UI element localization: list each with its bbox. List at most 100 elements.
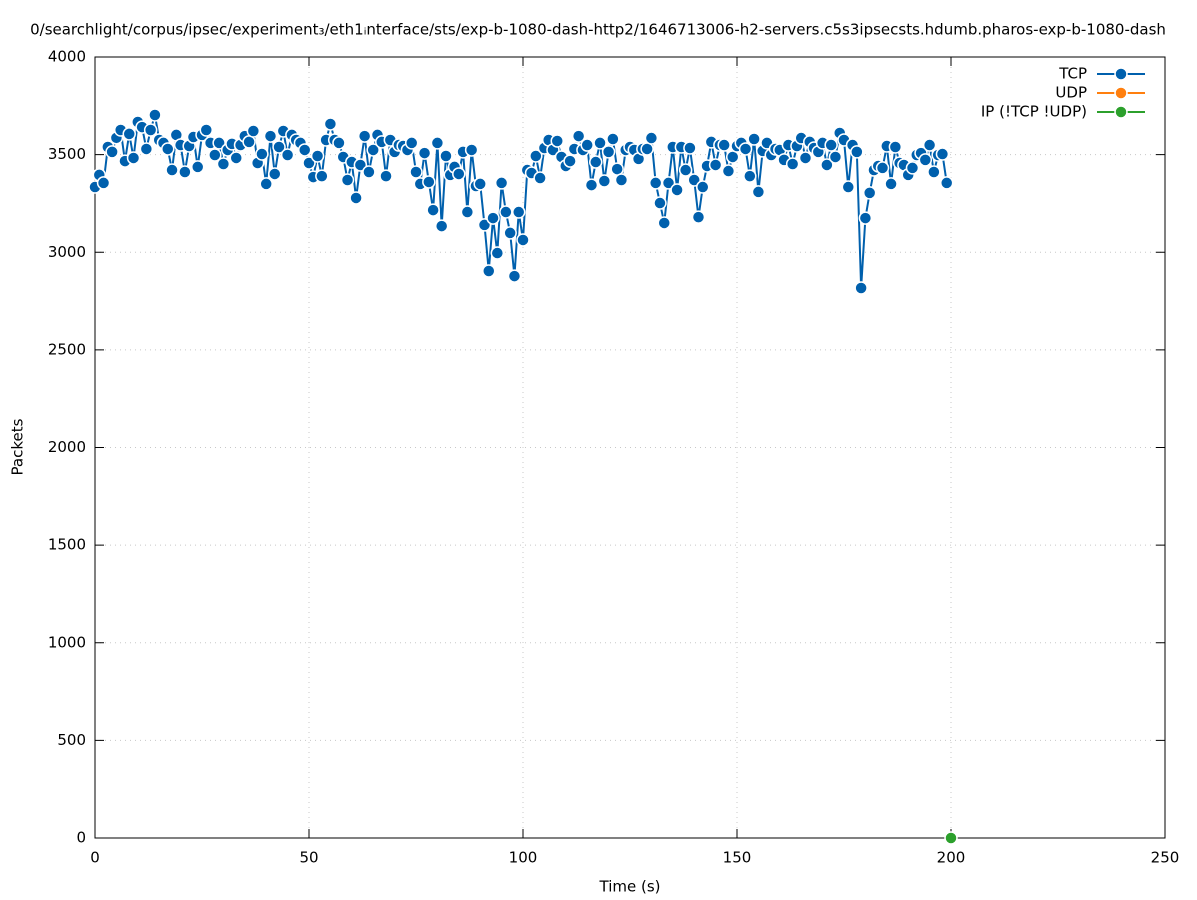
- data-point: [323, 117, 338, 131]
- data-point: [944, 831, 958, 845]
- y-tick-label: 3000: [48, 243, 86, 261]
- data-point: [597, 174, 612, 188]
- data-point: [259, 177, 273, 191]
- data-point: [486, 211, 500, 225]
- data-point: [362, 165, 376, 179]
- data-point: [404, 136, 419, 150]
- data-point: [494, 176, 509, 190]
- data-point: [580, 138, 594, 152]
- data-point: [850, 145, 864, 159]
- data-point: [670, 183, 684, 197]
- data-point: [503, 226, 517, 240]
- data-point: [516, 233, 530, 247]
- data-point: [434, 219, 449, 233]
- x-tick-label: 250: [1151, 849, 1180, 867]
- data-point: [229, 151, 243, 165]
- data-point: [122, 127, 136, 141]
- data-point: [858, 211, 873, 225]
- data-point: [490, 246, 505, 260]
- data-point: [691, 210, 706, 224]
- data-point: [310, 149, 325, 163]
- data-point: [529, 149, 543, 163]
- data-point: [297, 143, 312, 157]
- data-point: [644, 131, 659, 145]
- legend-label: TCP: [1058, 65, 1087, 83]
- y-tick-label: 0: [76, 829, 86, 847]
- data-point: [349, 191, 363, 205]
- data-point: [165, 163, 179, 177]
- data-point: [875, 161, 890, 175]
- data-point: [584, 178, 599, 192]
- data-point: [190, 160, 205, 174]
- data-point: [854, 281, 868, 295]
- data-point: [126, 151, 141, 165]
- data-point: [422, 175, 436, 189]
- data-point: [550, 134, 564, 148]
- data-point: [687, 173, 701, 187]
- legend-marker: [1114, 105, 1128, 119]
- data-point: [161, 142, 175, 156]
- data-point: [657, 216, 671, 230]
- data-point: [747, 132, 761, 146]
- y-tick-label: 2500: [48, 340, 86, 358]
- data-point: [96, 176, 111, 190]
- y-tick-label: 3500: [48, 145, 86, 163]
- data-point: [332, 136, 346, 150]
- data-point: [606, 132, 620, 146]
- data-point: [357, 129, 372, 143]
- x-tick-label: 200: [937, 849, 966, 867]
- legend-marker: [1114, 86, 1128, 100]
- data-point: [862, 186, 877, 200]
- data-point: [263, 129, 278, 143]
- data-point: [473, 177, 487, 191]
- data-point: [268, 167, 282, 181]
- data-point: [785, 157, 800, 171]
- data-point: [824, 138, 838, 152]
- data-point: [751, 185, 766, 199]
- data-point: [199, 123, 214, 137]
- data-point: [743, 169, 757, 183]
- x-tick-label: 150: [723, 849, 752, 867]
- y-axis-label: Packets: [9, 418, 27, 475]
- data-point: [820, 158, 834, 172]
- data-point: [841, 180, 856, 194]
- data-point: [426, 203, 440, 217]
- data-point: [439, 149, 453, 163]
- data-point: [255, 147, 269, 161]
- data-point: [280, 148, 295, 162]
- data-point: [464, 143, 479, 157]
- data-point: [499, 205, 513, 219]
- data-point: [178, 165, 192, 179]
- data-point: [507, 269, 522, 283]
- data-point: [563, 154, 577, 168]
- legend-label: IP (!TCP !UDP): [981, 103, 1087, 121]
- chart-title: 0/searchlight/corpus/ipsec/experiment₃/e…: [30, 21, 1166, 39]
- data-point: [798, 151, 813, 165]
- x-tick-label: 100: [509, 849, 538, 867]
- y-tick-label: 4000: [48, 48, 86, 66]
- x-tick-label: 0: [90, 849, 100, 867]
- plot-border: [94, 56, 1166, 839]
- data-point: [212, 136, 226, 150]
- data-point: [533, 171, 547, 185]
- data-point: [678, 163, 693, 177]
- data-point: [653, 196, 667, 210]
- data-point: [589, 155, 603, 169]
- data-point: [302, 156, 316, 170]
- data-point: [139, 142, 154, 156]
- data-point: [601, 145, 616, 159]
- data-point: [717, 138, 731, 152]
- data-point: [683, 141, 697, 155]
- data-point: [482, 264, 496, 278]
- data-point: [460, 205, 475, 219]
- data-point: [272, 140, 286, 154]
- data-point: [315, 169, 329, 183]
- data-point: [143, 123, 158, 137]
- legend-marker: [1114, 67, 1128, 81]
- data-point: [452, 167, 466, 181]
- data-point: [927, 165, 941, 179]
- data-point: [648, 176, 663, 190]
- data-point: [430, 136, 445, 150]
- y-tick-label: 1000: [48, 633, 86, 651]
